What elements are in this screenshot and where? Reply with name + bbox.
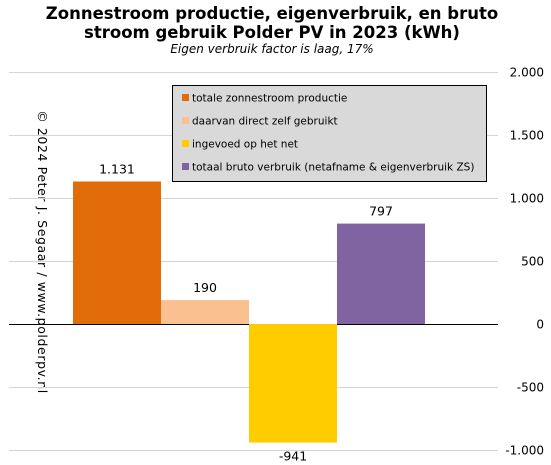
y-tick-label: 2.000 — [510, 66, 544, 80]
y-tick-label: 1.500 — [510, 129, 544, 143]
data-label-3: -941 — [279, 449, 307, 464]
y-tick-label: -1.000 — [505, 444, 544, 458]
y-axis: 2.000 1.500 1.000 500 0 -500 -1.000 — [505, 66, 544, 458]
y-tick-label: 0 — [536, 318, 544, 332]
legend-swatch-2 — [182, 117, 189, 124]
legend-label-1: totale zonnestroom productie — [192, 93, 347, 105]
y-tick-label: 500 — [521, 255, 544, 269]
legend-swatch-1 — [182, 94, 189, 101]
legend-swatch-3 — [182, 140, 189, 147]
y-tick-label: 1.000 — [510, 192, 544, 206]
data-label-4: 797 — [369, 204, 393, 219]
data-labels: 1.131 190 -941 797 — [99, 161, 393, 463]
y-tick-label: -500 — [517, 381, 544, 395]
bars — [73, 181, 425, 443]
chart-title-line-2: stroom gebruik Polder PV in 2023 (kWh) — [84, 23, 460, 42]
legend: totale zonnestroom productie daarvan dire… — [172, 85, 487, 182]
bar-2 — [161, 300, 249, 324]
bar-3 — [249, 324, 337, 443]
legend-label-2: daarvan direct zelf gebruikt — [192, 116, 338, 128]
legend-label-4: totaal bruto verbruik (netafname & eigen… — [192, 162, 474, 174]
legend-label-3: ingevoed op het net — [192, 139, 298, 151]
data-label-2: 190 — [193, 280, 217, 295]
bar-1 — [73, 181, 161, 324]
bar-4 — [337, 223, 425, 324]
legend-swatch-4 — [182, 163, 189, 170]
chart-subtitle: Eigen verbruik factor is laag, 17% — [170, 42, 373, 56]
legend-box — [172, 85, 487, 182]
copyright-text: © 2024 Peter J. Segaar / www.polderpv.nl — [35, 110, 50, 394]
data-label-1: 1.131 — [99, 161, 135, 176]
chart-title-line-1: Zonnestroom productie, eigenverbruik, en… — [46, 4, 498, 23]
